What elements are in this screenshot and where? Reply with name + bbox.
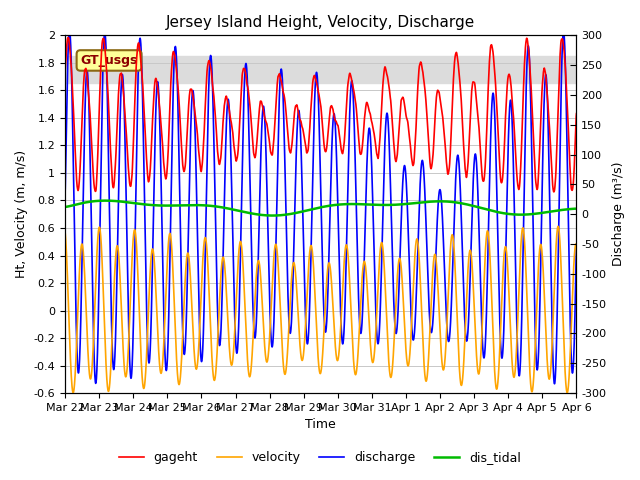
discharge xyxy=(407,305,415,311)
dis_tidal xyxy=(301,208,309,214)
discharge xyxy=(573,243,580,249)
velocity xyxy=(407,338,415,344)
discharge xyxy=(550,381,558,386)
dis_tidal xyxy=(465,202,472,207)
dis_tidal xyxy=(435,198,443,204)
dis_tidal xyxy=(572,206,580,212)
gageht xyxy=(301,142,309,147)
velocity xyxy=(572,241,580,247)
Line: dis_tidal: dis_tidal xyxy=(65,201,577,216)
Legend: gageht, velocity, discharge, dis_tidal: gageht, velocity, discharge, dis_tidal xyxy=(114,446,526,469)
velocity xyxy=(554,224,562,229)
Text: GT_usgs: GT_usgs xyxy=(81,54,138,67)
velocity xyxy=(301,326,309,332)
gageht xyxy=(153,81,161,87)
velocity xyxy=(153,312,161,317)
dis_tidal xyxy=(61,204,69,210)
X-axis label: Time: Time xyxy=(305,419,336,432)
gageht xyxy=(550,189,557,195)
gageht xyxy=(435,89,443,95)
dis_tidal xyxy=(102,198,109,204)
Line: discharge: discharge xyxy=(65,30,577,384)
velocity xyxy=(573,241,580,247)
dis_tidal xyxy=(407,201,415,206)
velocity xyxy=(563,390,571,396)
velocity xyxy=(464,266,472,272)
dis_tidal xyxy=(269,213,276,218)
dis_tidal xyxy=(153,203,161,208)
gageht xyxy=(464,159,472,165)
discharge xyxy=(153,82,161,87)
discharge xyxy=(66,27,74,33)
gageht xyxy=(61,68,69,74)
discharge xyxy=(435,190,443,196)
discharge xyxy=(61,193,69,199)
Y-axis label: Discharge (m³/s): Discharge (m³/s) xyxy=(612,162,625,266)
velocity xyxy=(435,306,443,312)
Line: gageht: gageht xyxy=(65,37,577,192)
gageht xyxy=(572,118,580,124)
Title: Jersey Island Height, Velocity, Discharge: Jersey Island Height, Velocity, Discharg… xyxy=(166,15,476,30)
discharge xyxy=(301,311,309,317)
Y-axis label: Ht, Velocity (m, m/s): Ht, Velocity (m, m/s) xyxy=(15,150,28,278)
gageht xyxy=(573,111,580,117)
gageht xyxy=(65,35,72,40)
dis_tidal xyxy=(573,206,580,212)
discharge xyxy=(572,261,580,267)
Line: velocity: velocity xyxy=(65,227,577,393)
discharge xyxy=(464,326,472,332)
gageht xyxy=(407,148,415,154)
velocity xyxy=(61,229,69,235)
Bar xyxy=(65,56,577,84)
